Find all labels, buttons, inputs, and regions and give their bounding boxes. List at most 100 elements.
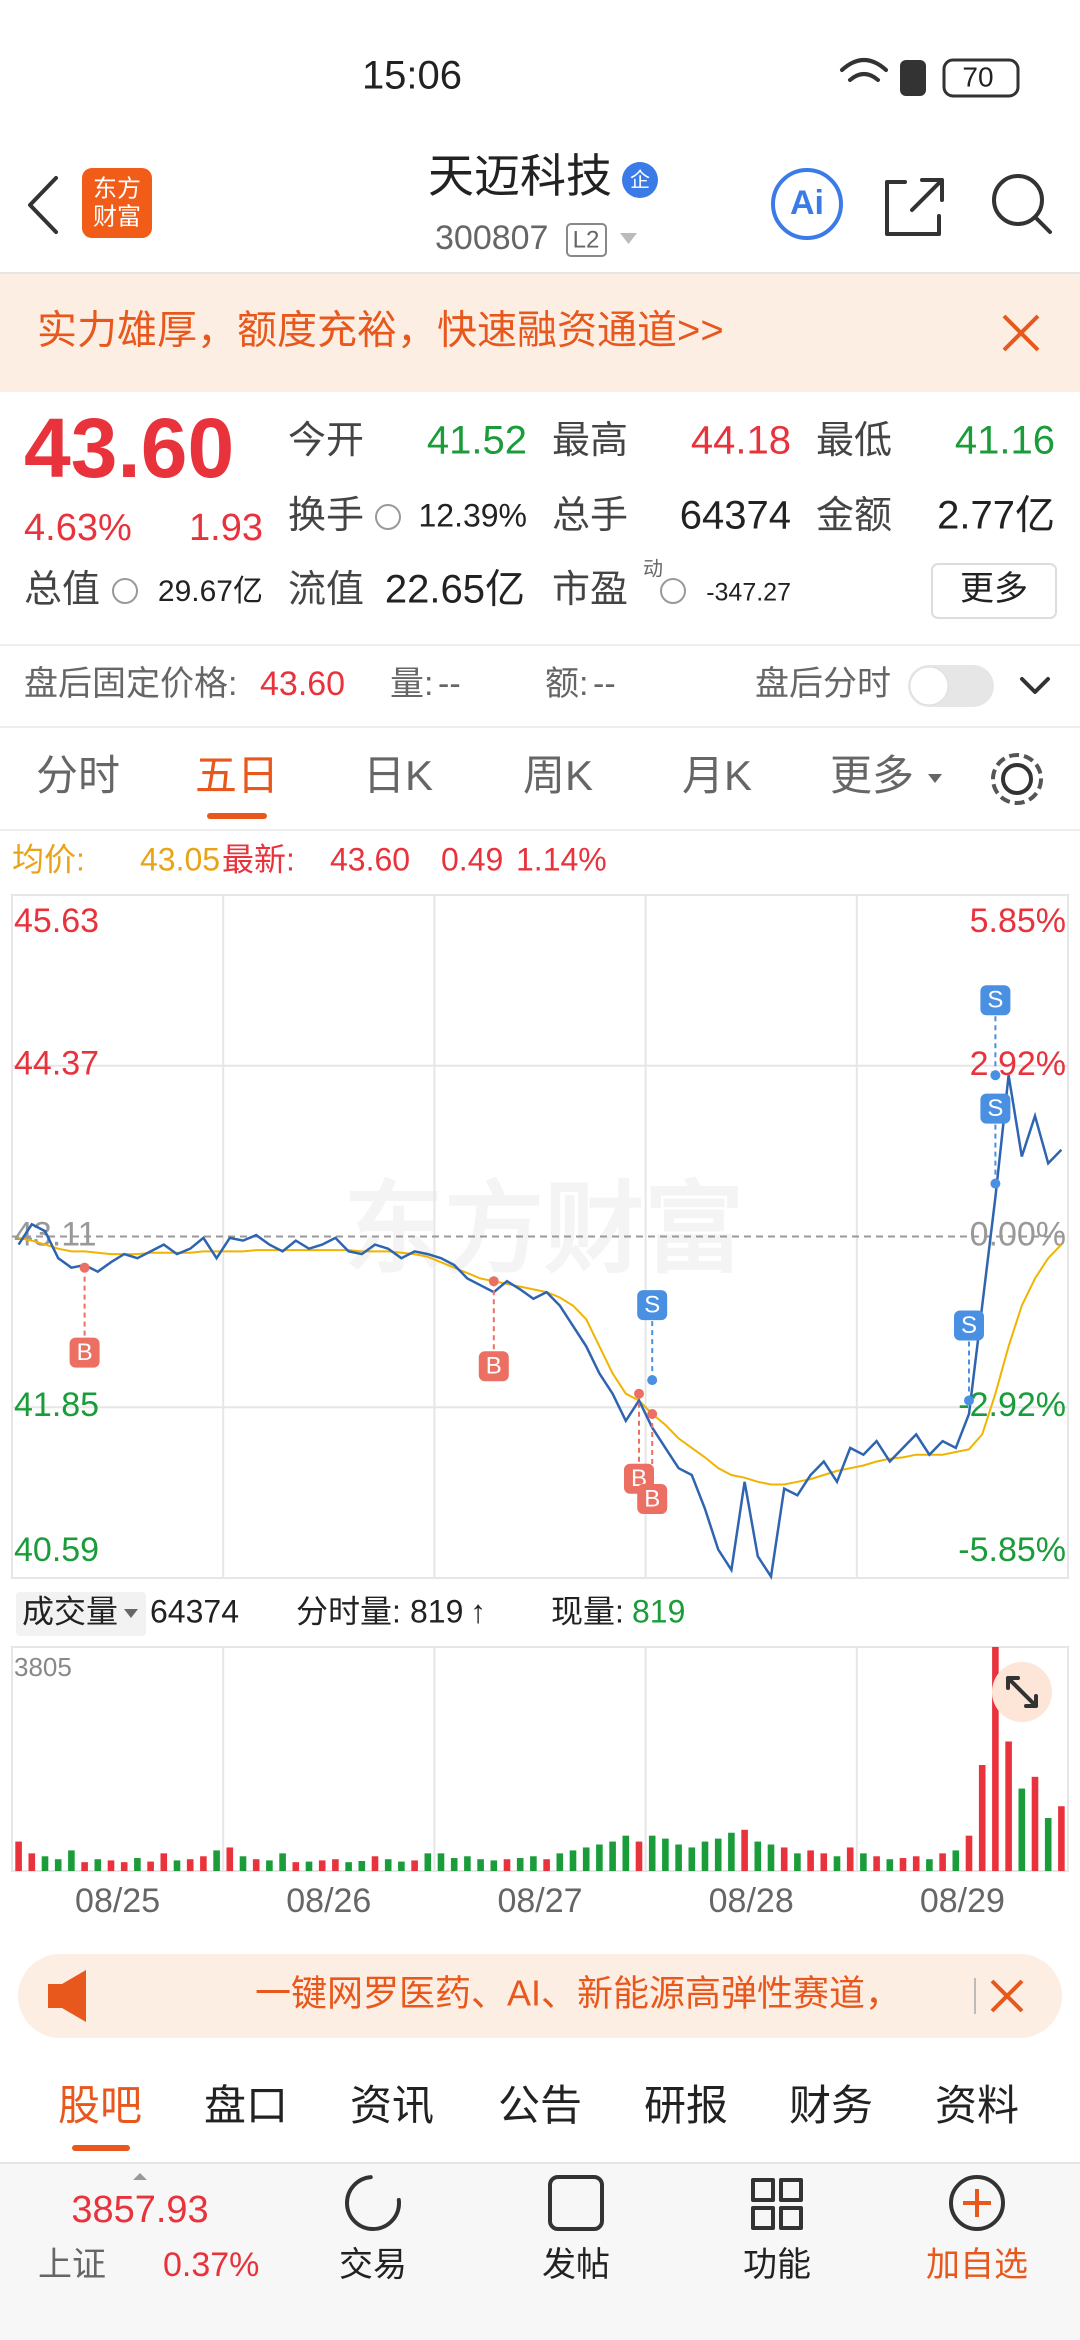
index-change[interactable]: 0.37% <box>163 2246 259 2284</box>
volume-bar <box>807 1850 814 1871</box>
volume-bar <box>252 1859 260 1871</box>
dropdown-arrow[interactable] <box>620 233 637 244</box>
info-tab[interactable]: 财务 <box>789 2082 873 2129</box>
volume-bar <box>464 1856 471 1871</box>
volume-bar <box>582 1847 590 1871</box>
expand-arrow[interactable] <box>1020 677 1050 694</box>
info-tab[interactable]: 股吧 <box>58 2082 142 2129</box>
volume-selector[interactable] <box>16 1592 146 1636</box>
level: L2 <box>573 226 600 253</box>
bottom-item[interactable]: 发帖 <box>542 2246 610 2284</box>
close-banner[interactable] <box>1002 314 1040 352</box>
y-tick-label: 44.37 <box>14 1045 99 1083</box>
volume-bar <box>1031 1776 1039 1871</box>
info-tab[interactable]: 盘口 <box>204 2082 288 2129</box>
banner[interactable] <box>0 274 1080 392</box>
field-value: 44.18 <box>691 419 791 463</box>
field-label: 换手 <box>288 495 364 537</box>
volume-bar <box>648 1835 656 1871</box>
volume-bar <box>292 1862 300 1871</box>
volume-bar <box>754 1841 762 1871</box>
y2-tick-label: -5.85% <box>958 1531 1066 1569</box>
volume-bar <box>978 1765 986 1871</box>
chart-tab[interactable]: 分时 <box>36 752 120 799</box>
volume-bar <box>200 1856 207 1871</box>
logo-text: 东方 <box>93 175 141 202</box>
info-icon[interactable] <box>375 504 401 530</box>
y-tick-label: 41.85 <box>14 1386 99 1424</box>
minute-volume-label: 分时量: <box>296 1593 401 1629</box>
tab-underline <box>72 2145 130 2151</box>
volume-bar <box>305 1861 313 1871</box>
tab-underline <box>207 813 267 819</box>
info-tab[interactable]: 资讯 <box>350 2082 434 2129</box>
ai-label: Ai <box>790 184 824 222</box>
info-tab[interactable]: 研报 <box>644 2082 728 2129</box>
field-label: 金额 <box>816 495 892 537</box>
volume-bar <box>28 1853 36 1871</box>
signal-label: S <box>961 1312 977 1339</box>
avg-value: 43.05 <box>140 841 220 877</box>
info-icon[interactable] <box>112 578 138 604</box>
back-button[interactable] <box>28 176 58 234</box>
y-tick-label: 40.59 <box>14 1531 99 1569</box>
avg-label: 均价: <box>12 841 85 877</box>
info-icon[interactable] <box>660 578 686 604</box>
battery-icon <box>942 58 1020 98</box>
volume-bar <box>107 1860 115 1871</box>
signal-label: S <box>644 1291 660 1318</box>
latest-change: 0.49 <box>441 841 503 877</box>
level-box <box>566 223 607 257</box>
signal-tag <box>637 1484 668 1515</box>
price-chart: 45.6344.3743.1141.8540.595.85%2.92%0.00%… <box>11 894 1069 1581</box>
index-value[interactable]: 3857.93 <box>71 2189 208 2231</box>
signal-label: B <box>77 1339 93 1366</box>
info-tab[interactable]: 公告 <box>498 2082 582 2129</box>
field-label: 最高 <box>552 420 628 462</box>
volume-bar <box>81 1862 88 1871</box>
volume-bar <box>688 1847 696 1871</box>
function-icon <box>751 2178 803 2230</box>
volume-label: 成交量 <box>22 1593 118 1629</box>
chart-tab[interactable]: 日K <box>363 752 433 799</box>
minute-volume-arrow: ↑ <box>470 1593 486 1629</box>
promo-text: 一键网罗医药、AI、新能源高弹性赛道， <box>255 1973 901 2014</box>
volume-bar <box>767 1844 775 1871</box>
ai-button[interactable] <box>771 168 843 240</box>
bottom-item[interactable]: 加自选 <box>926 2246 1028 2284</box>
chart-tab[interactable]: 月K <box>682 752 752 799</box>
battery-level: 70 <box>962 61 993 92</box>
signal-point <box>647 1375 658 1386</box>
volume-bar <box>543 1859 550 1871</box>
volume-bar <box>701 1841 709 1871</box>
volume-bar <box>873 1856 880 1871</box>
signal-label: B <box>486 1353 502 1380</box>
info-tab[interactable]: 资料 <box>935 2082 1019 2129</box>
volume-bar <box>596 1844 603 1871</box>
settings-button[interactable] <box>1001 763 1033 795</box>
index-name[interactable]: 上证 <box>38 2246 106 2284</box>
app-logo[interactable] <box>82 168 152 238</box>
chart-tab[interactable]: 更多 <box>830 752 914 799</box>
volume-bar <box>530 1856 537 1871</box>
more-button[interactable] <box>931 563 1057 619</box>
bottom-item[interactable]: 交易 <box>339 2246 407 2284</box>
volume-bar <box>173 1860 181 1871</box>
x-tick-label: 08/27 <box>497 1882 582 1920</box>
close-promo[interactable] <box>990 1979 1024 2013</box>
toggle-knob <box>909 666 949 706</box>
volume-bar <box>635 1841 643 1871</box>
share-button[interactable] <box>885 178 944 236</box>
volume-bar <box>992 1647 999 1871</box>
chart-tab[interactable]: 周K <box>523 752 593 799</box>
y-tick-label: 45.63 <box>14 902 99 940</box>
dropdown-arrow <box>928 774 942 783</box>
promo-bar[interactable] <box>18 1954 1062 2038</box>
bottom-item[interactable]: 功能 <box>743 2246 811 2284</box>
expand-icon <box>1006 1676 1038 1708</box>
price: 43.60 <box>24 401 234 495</box>
volume-bar <box>120 1862 128 1871</box>
chart-tab[interactable]: 五日 <box>195 752 279 799</box>
search-button[interactable] <box>992 174 1044 226</box>
after-hours-amount: -- <box>593 665 616 703</box>
